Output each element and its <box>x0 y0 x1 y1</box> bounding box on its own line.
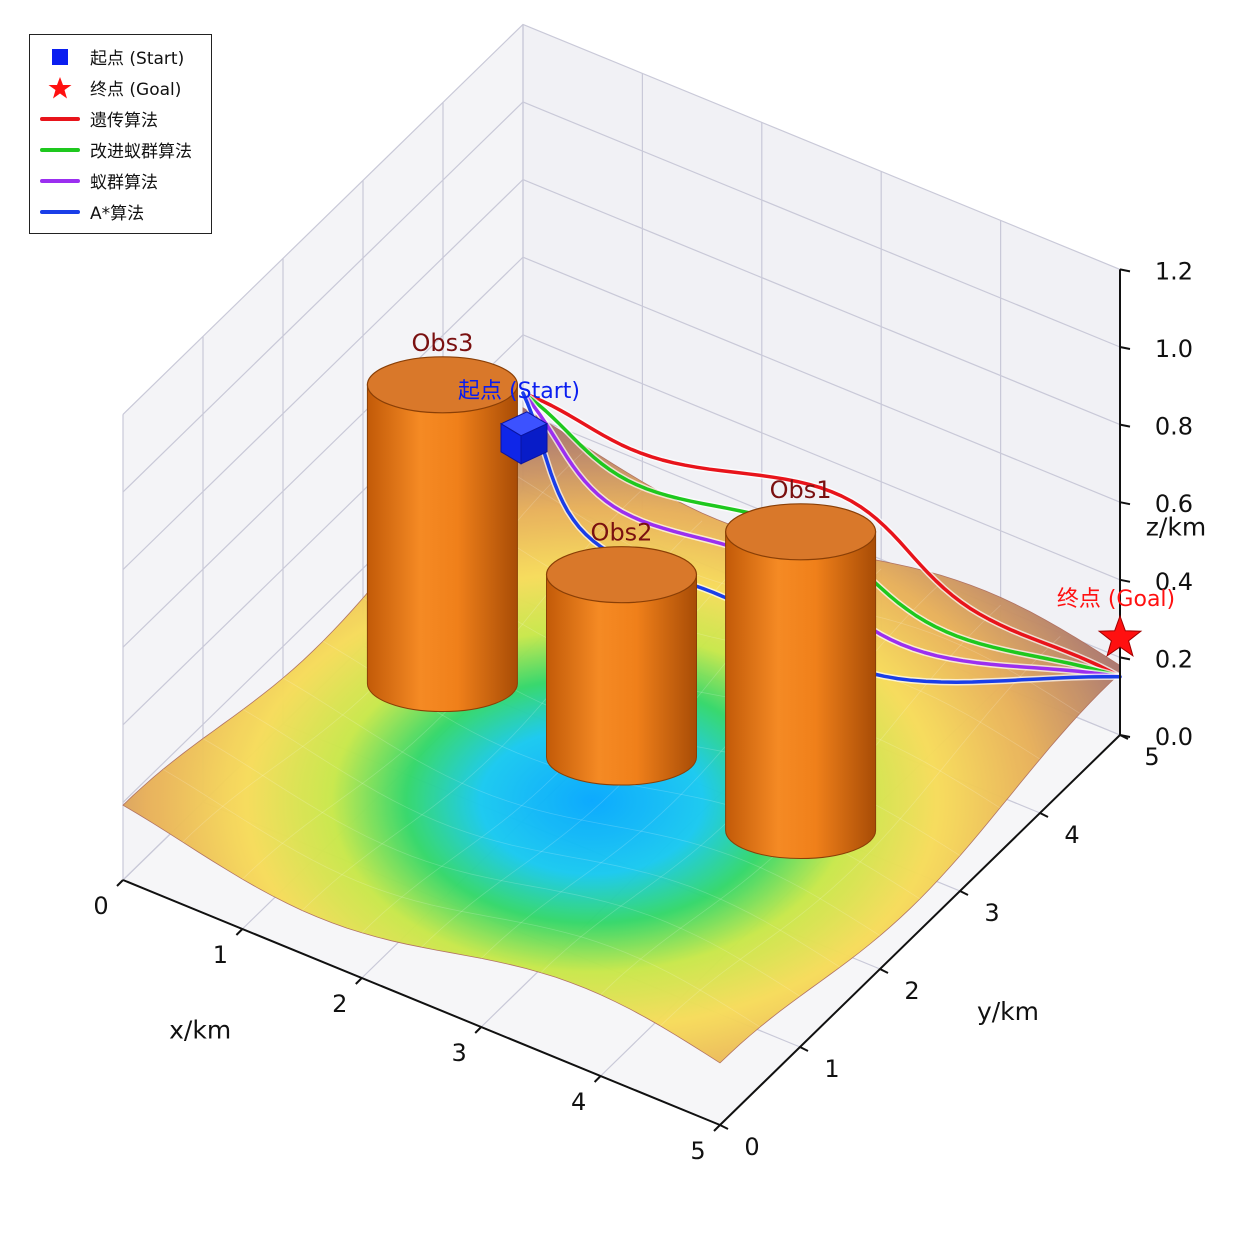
z-tick <box>1119 501 1131 506</box>
cylinder-body <box>366 384 518 713</box>
grid-line <box>122 101 1121 493</box>
obstacle-label: Obs2 <box>591 519 653 547</box>
terrain-mesh-line <box>242 709 841 968</box>
x-tick-label: 4 <box>571 1088 586 1116</box>
goal-star-icon <box>1097 614 1143 657</box>
z-tick <box>1119 268 1131 273</box>
y-tick <box>879 968 889 974</box>
cylinder-top <box>545 546 698 604</box>
goal-label: 终点 (Goal) <box>1057 587 1175 612</box>
z-tick-label: 1.2 <box>1155 257 1193 285</box>
z-axis-title: z/km <box>1146 513 1206 542</box>
terrain-mesh-line <box>162 768 761 1028</box>
x-tick <box>474 1026 482 1034</box>
cylinder-body <box>546 574 697 786</box>
z-tick <box>1119 578 1131 583</box>
x-tick <box>355 977 363 985</box>
z-tick <box>1119 656 1131 661</box>
y-tick-label: 4 <box>1064 821 1079 849</box>
terrain-mesh-line <box>202 738 801 997</box>
z-tick-label: 0.2 <box>1155 645 1193 673</box>
legend-label-aco: 蚁群算法 <box>90 173 158 193</box>
legend-item-astar: A*算法 <box>40 196 201 227</box>
grid-line <box>122 23 1121 415</box>
x-tick-label: 0 <box>93 892 108 920</box>
x-tick <box>235 928 244 936</box>
path-遗传算法 <box>521 391 1122 679</box>
obstacles: Obs1 Obs2 Obs3 <box>366 329 877 860</box>
z-tick <box>1119 734 1131 738</box>
x-axis-line <box>122 879 721 1126</box>
y-tick <box>959 890 969 896</box>
legend-item-aco: 蚁群算法 <box>40 165 201 196</box>
obstacle-Obs2: Obs2 <box>545 519 698 786</box>
z-tick-label: 0.6 <box>1155 490 1193 518</box>
legend-label-iaco: 改进蚁群算法 <box>90 142 192 162</box>
y-tick-label: 0 <box>744 1133 759 1161</box>
y-tick-label: 1 <box>824 1055 839 1083</box>
obstacle-label: Obs3 <box>411 329 473 357</box>
y-axis-title: y/km <box>977 997 1039 1026</box>
legend-item-iaco: 改进蚁群算法 <box>40 134 201 165</box>
red-line-icon <box>40 109 80 129</box>
z-tick-label: 0.8 <box>1155 413 1193 441</box>
purple-line-icon <box>40 171 80 191</box>
z-tick-label: 0.0 <box>1155 723 1193 751</box>
y-tick-label: 3 <box>984 899 999 927</box>
y-tick-label: 5 <box>1144 743 1159 771</box>
grid-line <box>122 256 1121 648</box>
blue-square-icon <box>40 47 80 67</box>
cylinder-top <box>366 356 518 414</box>
start-label: 起点 (Start) <box>458 379 580 404</box>
legend-label-ga: 遗传算法 <box>90 111 158 131</box>
y-tick-label: 2 <box>904 977 919 1005</box>
y-axis-line <box>719 734 1121 1126</box>
legend-item-start: 起点 (Start) <box>40 41 201 72</box>
legend: 起点 (Start) 终点 (Goal) 遗传算法 改进蚁群算法 蚁群算法 <box>29 34 212 234</box>
blue-line-icon <box>40 202 80 222</box>
x-tick-label: 2 <box>332 990 347 1018</box>
z-tick-label: 1.0 <box>1155 335 1193 363</box>
legend-item-ga: 遗传算法 <box>40 103 201 134</box>
legend-label-start: 起点 (Start) <box>90 49 185 69</box>
markers: 起点 (Start) 终点 (Goal) <box>458 379 1175 657</box>
x-tick-label: 1 <box>213 941 228 969</box>
y-tick <box>1039 812 1049 818</box>
red-star-icon <box>40 76 80 98</box>
terrain-mesh-line <box>660 636 1061 1027</box>
start-marker <box>499 411 549 465</box>
z-tick-label: 0.4 <box>1155 568 1193 596</box>
y-tick <box>799 1046 809 1052</box>
legend-label-goal: 终点 (Goal) <box>90 80 182 100</box>
cylinder-top <box>724 503 877 561</box>
green-line-icon <box>40 140 80 160</box>
x-tick <box>713 1124 721 1132</box>
z-tick <box>1119 346 1131 350</box>
x-tick <box>593 1075 602 1083</box>
obstacle-label: Obs1 <box>770 476 832 504</box>
legend-label-astar: A*算法 <box>90 204 145 224</box>
start-cube-right <box>520 423 548 465</box>
cylinder-body <box>725 531 877 860</box>
legend-item-goal: 终点 (Goal) <box>40 72 201 103</box>
x-tick-label: 5 <box>690 1137 705 1165</box>
obstacle-Obs3: Obs3 <box>366 329 518 713</box>
grid-line <box>122 334 1121 726</box>
grid-line <box>122 178 1121 571</box>
y-tick <box>719 1124 729 1130</box>
obstacle-Obs1: Obs1 <box>724 476 877 860</box>
terrain-mesh-line <box>282 677 881 937</box>
x-axis-title: x/km <box>169 1016 231 1045</box>
x-tick <box>116 879 124 887</box>
z-tick <box>1119 423 1131 428</box>
x-tick-label: 3 <box>452 1039 467 1067</box>
